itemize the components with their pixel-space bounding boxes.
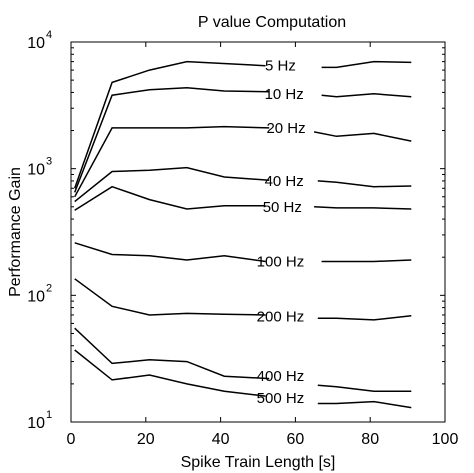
series-label-500-hz: 500 Hz	[257, 390, 305, 407]
series-label-400-hz: 400 Hz	[257, 368, 305, 385]
series-line-200-hz	[74, 278, 266, 316]
series-line-20-hz	[74, 125, 270, 198]
series-line-400-hz	[74, 327, 270, 380]
series-label-200-hz: 200 Hz	[257, 309, 305, 326]
series-label-5-hz: 5 Hz	[265, 58, 296, 75]
series-line-5-hz	[321, 60, 412, 69]
series-label-40-hz: 40 Hz	[265, 173, 304, 190]
series-line-40-hz	[74, 166, 270, 203]
series-5-hz: 5 Hz	[73, 58, 412, 189]
series-line-200-hz	[317, 314, 412, 321]
series-100-hz: 100 Hz	[74, 242, 412, 270]
series-line-10-hz	[74, 87, 270, 193]
series-line-100-hz	[321, 259, 412, 263]
series-line-400-hz	[317, 384, 412, 392]
series-layer: 5 Hz 10 Hz 20 Hz 40 Hz 50 Hz 100 Hz 200 Hz 400 …	[73, 58, 412, 409]
x-tick-label: 80	[361, 431, 379, 448]
x-tick-label: 20	[137, 431, 155, 448]
x-tick-label: 0	[67, 431, 76, 448]
series-line-10-hz	[321, 93, 412, 98]
series-line-50-hz	[314, 206, 412, 210]
series-500-hz: 500 Hz	[74, 349, 412, 409]
y-axis-label: Performance Gain	[7, 167, 24, 297]
series-label-100-hz: 100 Hz	[257, 253, 305, 270]
series-line-50-hz	[74, 185, 266, 211]
y-tick-exponent: 1	[46, 409, 52, 421]
y-tick-exponent: 3	[46, 156, 52, 168]
x-tick-label: 100	[432, 431, 459, 448]
series-50-hz: 50 Hz	[74, 185, 412, 216]
series-10-hz: 10 Hz	[74, 86, 412, 193]
y-tick-exponent: 4	[46, 29, 52, 41]
y-tick-exponent: 2	[46, 282, 52, 294]
series-line-5-hz	[73, 60, 266, 189]
y-tick-label: 10	[27, 35, 45, 52]
series-20-hz: 20 Hz	[74, 120, 412, 198]
series-200-hz: 200 Hz	[74, 278, 412, 326]
chart-title: P value Computation	[198, 14, 346, 31]
series-400-hz: 400 Hz	[74, 327, 412, 392]
series-line-20-hz	[313, 131, 412, 142]
y-tick-label: 10	[27, 288, 45, 305]
series-label-50-hz: 50 Hz	[263, 199, 302, 216]
x-tick-label: 60	[287, 431, 305, 448]
y-tick-label: 10	[27, 415, 45, 432]
series-line-100-hz	[74, 242, 266, 263]
series-label-10-hz: 10 Hz	[265, 86, 304, 103]
x-tick-label: 40	[212, 431, 230, 448]
series-line-500-hz	[74, 349, 266, 397]
series-line-500-hz	[317, 400, 412, 409]
series-label-20-hz: 20 Hz	[266, 120, 305, 137]
y-tick-label: 10	[27, 162, 45, 179]
plot-frame	[70, 41, 446, 423]
series-line-40-hz	[317, 180, 412, 188]
series-40-hz: 40 Hz	[74, 166, 412, 203]
x-axis-label: Spike Train Length [s]	[181, 454, 336, 471]
